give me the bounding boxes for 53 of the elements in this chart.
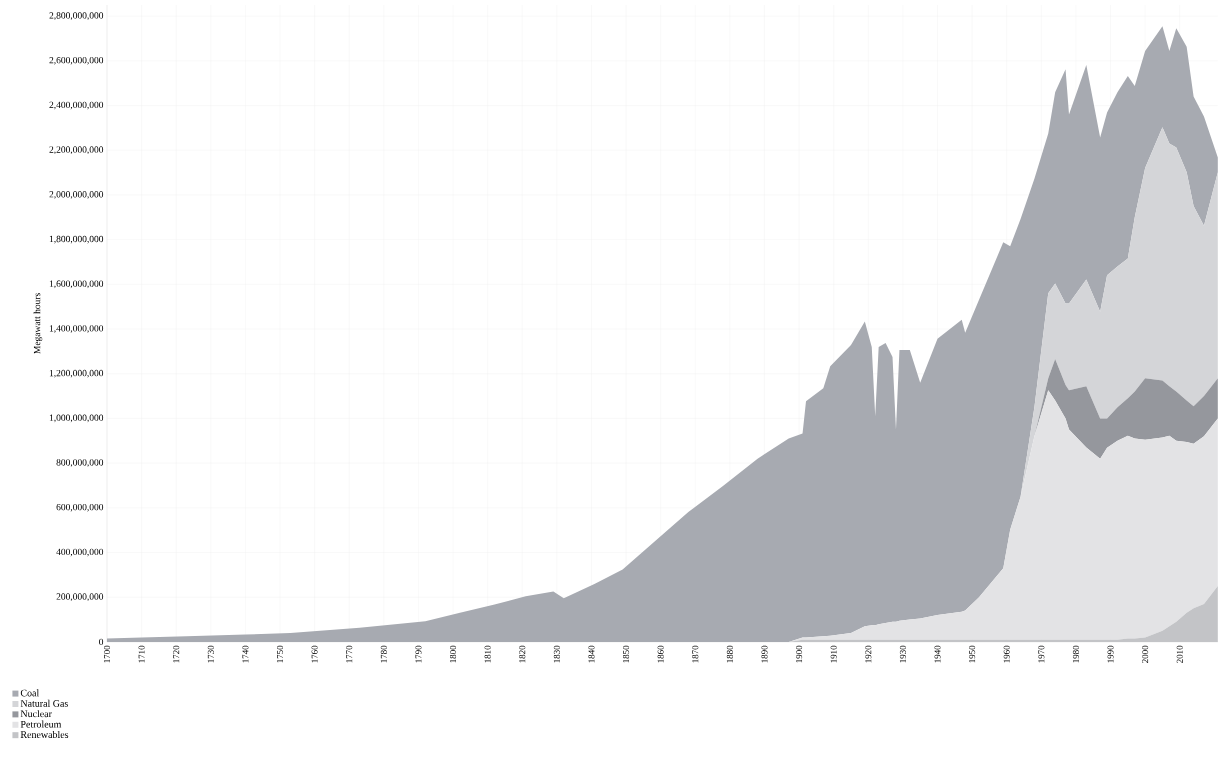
y-axis-title: Megawatt hours [33,293,43,354]
x-tick-label: 1780 [380,645,387,663]
y-tick-label: 600,000,000 [56,503,104,512]
x-tick-label: 1730 [207,645,214,663]
x-tick-label: 2010 [1176,645,1183,664]
x-tick-label: 1820 [519,645,526,663]
x-tick-label: 1700 [103,645,111,663]
x-tick-label: 1870 [692,645,699,663]
x-tick-label: 1830 [553,645,560,663]
legend-label: Renewables [20,731,69,739]
legend-label: Petroleum [20,720,62,728]
x-tick-label: 1810 [484,645,491,663]
x-tick-label: 1960 [1003,645,1010,663]
x-tick-label: 2000 [1142,645,1149,664]
x-tick-label: 1980 [1072,645,1079,663]
x-tick-label: 1720 [173,645,180,663]
x-tick-label: 1750 [276,645,284,663]
x-tick-label: 1930 [899,645,906,663]
legend-label: Coal [20,689,40,697]
x-tick-label: 1800 [450,645,457,663]
y-tick-label: 1,400,000,000 [49,325,104,333]
y-tick-label: 2,600,000,000 [49,57,104,65]
y-tick-label: 2,400,000,000 [49,101,104,110]
y-tick-label: 2,000,000,000 [49,191,104,199]
y-tick-label: 800,000,000 [56,459,104,468]
x-tick-label: 1760 [311,645,318,663]
legend-label: Nuclear [20,710,52,718]
x-tick-label: 1770 [346,645,353,663]
x-tick-label: 1880 [726,645,733,663]
x-tick-label: 1710 [138,645,145,663]
x-tick-label: 1990 [1107,645,1114,663]
y-tick-label: 1,200,000,000 [49,369,104,378]
x-tick-label: 1890 [761,645,768,663]
y-tick-label: 200,000,000 [56,593,104,602]
x-tick-label: 1840 [588,645,595,663]
x-tick-label: 1970 [1038,645,1045,663]
x-tick-label: 1950 [969,645,976,663]
x-tick-label: 1940 [934,645,941,663]
y-tick-label: 2,200,000,000 [49,146,104,155]
x-tick-label: 1900 [796,645,803,663]
x-tick-label: 1850 [623,645,630,663]
x-tick-label: 1790 [415,645,422,663]
y-tick-label: 1,800,000,000 [49,235,104,244]
x-tick-label: 1740 [242,645,249,663]
y-tick-label: 2,800,000,000 [49,12,104,21]
legend-label: Natural Gas [20,699,68,707]
y-tick-label: 1,600,000,000 [49,280,104,289]
x-tick-label: 1860 [657,645,664,663]
x-tick-label: 1910 [830,645,837,663]
y-tick-label: 0 [99,638,104,646]
y-tick-label: 1,000,000,000 [49,414,104,423]
y-tick-label: 400,000,000 [56,548,104,557]
x-tick-label: 1920 [865,645,872,663]
